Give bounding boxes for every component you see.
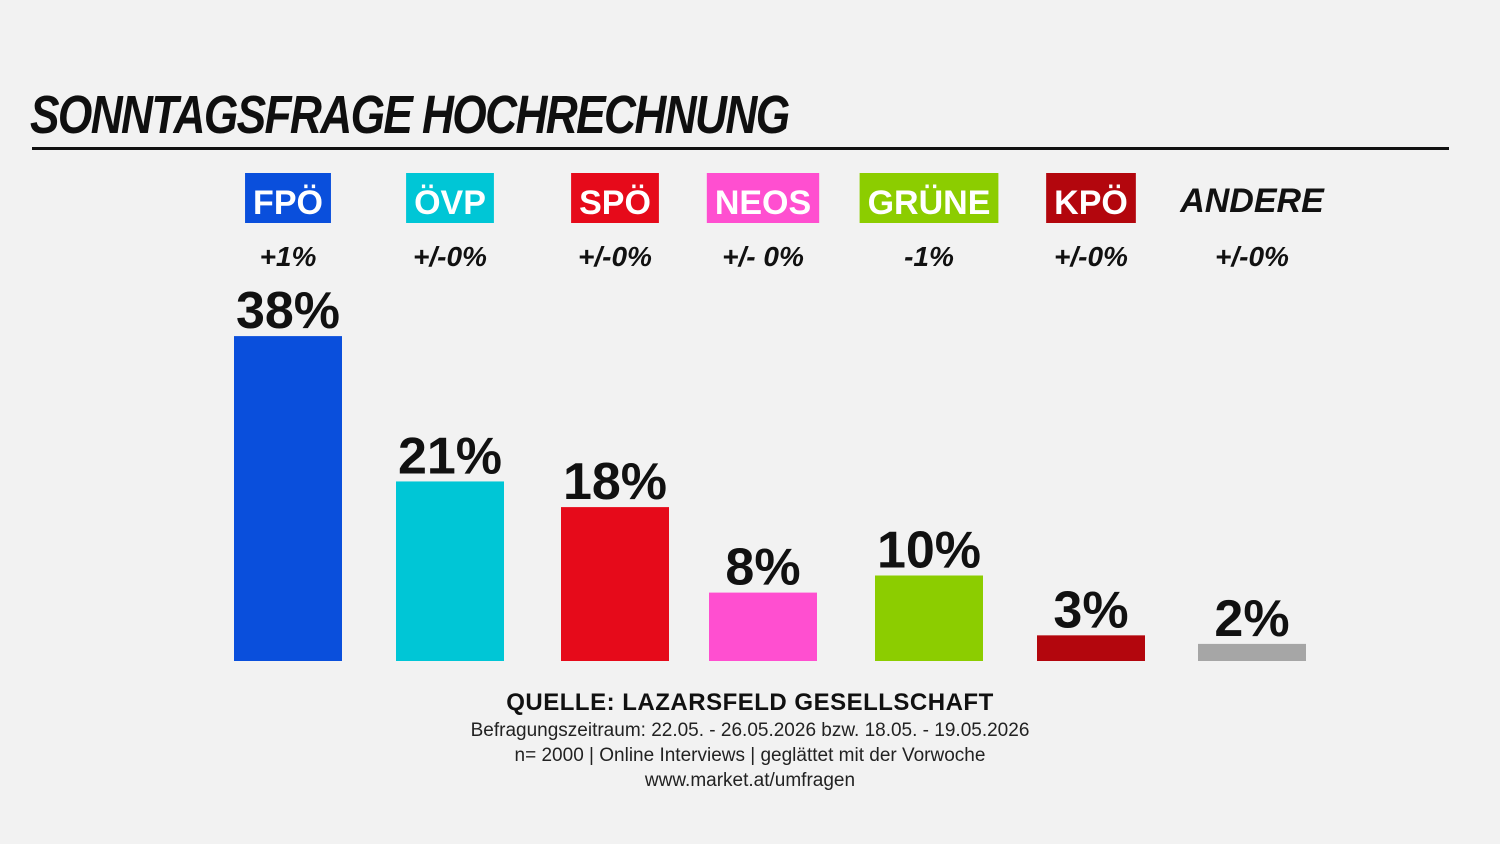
party-label-andere: ANDERE bbox=[1179, 182, 1325, 220]
bar-spoe bbox=[561, 507, 669, 661]
bar-kpoe bbox=[1037, 635, 1145, 661]
change-label-kpoe: +/-0% bbox=[1054, 241, 1128, 272]
title-divider bbox=[32, 147, 1449, 150]
party-label-neos: NEOS bbox=[715, 184, 811, 222]
party-label-box-kpoe bbox=[1046, 173, 1136, 223]
value-label-andere: 2% bbox=[1214, 590, 1289, 648]
source-method: n= 2000 | Online Interviews | geglättet … bbox=[514, 745, 986, 766]
source-url: www.market.at/umfragen bbox=[644, 770, 856, 791]
party-label-box-fpoe bbox=[245, 173, 331, 223]
change-label-spoe: +/-0% bbox=[578, 241, 652, 272]
bar-andere bbox=[1198, 643, 1306, 661]
bar-chart: FPÖ +1% 38% ÖVP +/-0% 21% SPÖ +/-0% 18% NEOS +/- 0… bbox=[234, 173, 1325, 661]
value-label-fpoe: 38% bbox=[236, 282, 340, 340]
bar-gruene bbox=[875, 575, 983, 661]
value-label-neos: 8% bbox=[725, 539, 800, 597]
value-label-kpoe: 3% bbox=[1053, 581, 1128, 639]
change-label-oevp: +/-0% bbox=[413, 241, 487, 272]
source-block: QUELLE: LAZARSFELD GESELLSCHAFT Befragun… bbox=[0, 688, 1500, 793]
value-label-oevp: 21% bbox=[398, 427, 502, 485]
change-label-gruene: -1% bbox=[904, 241, 954, 272]
party-label-kpoe: KPÖ bbox=[1054, 184, 1128, 222]
party-label-box-neos bbox=[706, 173, 820, 223]
source-title: QUELLE: LAZARSFELD GESELLSCHAFT bbox=[506, 689, 994, 716]
party-label-box-oevp bbox=[406, 173, 494, 223]
party-label-box-gruene bbox=[859, 173, 999, 223]
page-title: SONNTAGSFRAGE HOCHRECHNUNG bbox=[30, 85, 790, 145]
bar-oevp bbox=[396, 481, 504, 661]
party-label-oevp: ÖVP bbox=[414, 184, 486, 222]
bar-neos bbox=[709, 592, 817, 661]
source-period: Befragungszeitraum: 22.05. - 26.05.2026 … bbox=[470, 720, 1030, 741]
change-label-neos: +/- 0% bbox=[722, 241, 804, 272]
party-label-fpoe: FPÖ bbox=[253, 184, 323, 222]
value-label-spoe: 18% bbox=[563, 453, 667, 511]
change-label-andere: +/-0% bbox=[1215, 241, 1289, 272]
change-label-fpoe: +1% bbox=[260, 241, 317, 272]
party-label-box-spoe bbox=[571, 173, 659, 223]
bar-fpoe bbox=[234, 336, 342, 661]
party-label-spoe: SPÖ bbox=[579, 184, 651, 222]
party-label-gruene: GRÜNE bbox=[868, 184, 991, 222]
value-label-gruene: 10% bbox=[877, 522, 981, 580]
